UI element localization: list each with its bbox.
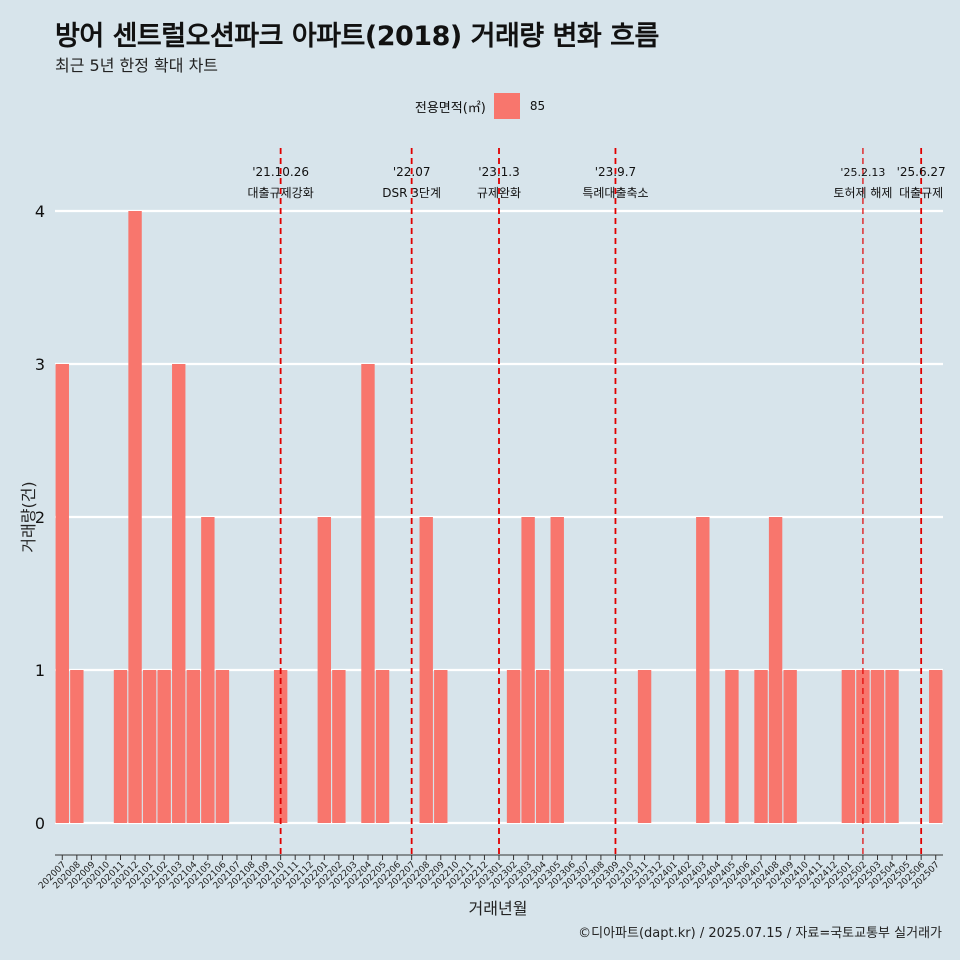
bar-202302 xyxy=(506,670,521,823)
event-label-202207: DSR 3단계 xyxy=(382,186,441,200)
y-axis-label: 거래량(건) xyxy=(19,481,38,552)
y-axis: 0 1 2 3 4 xyxy=(35,202,45,833)
event-date-202506: '25.6.27 xyxy=(897,165,946,179)
y-tick-label: 2 xyxy=(35,508,45,527)
event-date-202207: '22.07 xyxy=(393,165,431,179)
bar-202407 xyxy=(754,670,768,823)
legend-label-85: 85 xyxy=(529,99,546,113)
x-axis-label: 거래년월 xyxy=(469,899,528,918)
event-label-202502: 토허제 해제 xyxy=(833,186,892,200)
chart-title: 방어 센트럴오션파크 아파트(2018) 거래량 변화 흐름 xyxy=(55,21,659,52)
bar-202007 xyxy=(55,364,69,823)
bar-202503 xyxy=(870,670,885,823)
bar-202409 xyxy=(783,670,797,823)
bar-202208 xyxy=(419,517,433,823)
legend-title: 전용면적(㎡) xyxy=(414,100,486,116)
bar-202103 xyxy=(172,364,186,823)
bar-202311 xyxy=(637,670,652,823)
bar-202104 xyxy=(186,670,200,823)
y-tick-label: 0 xyxy=(35,814,45,833)
y-tick-label: 3 xyxy=(35,355,45,374)
bar-202202 xyxy=(332,670,346,823)
chart-subtitle: 최근 5년 한정 확대 차트 xyxy=(55,56,219,75)
bar-202501 xyxy=(841,670,856,823)
bar-202405 xyxy=(725,670,739,823)
bar-202105 xyxy=(201,517,215,823)
x-axis: 2020072020082020092020102020112020122021… xyxy=(37,854,943,891)
event-date-202301: '23.1.3 xyxy=(478,165,519,179)
bar-202304 xyxy=(535,670,550,823)
bar-202403 xyxy=(696,517,710,823)
event-label-202506: 대출규제 xyxy=(899,186,943,200)
bar-202502 xyxy=(856,670,870,823)
event-date-202309: '23.9.7 xyxy=(595,165,636,179)
y-tick-label: 1 xyxy=(35,661,45,680)
bar-202008 xyxy=(70,670,84,823)
bar-202106 xyxy=(215,670,230,823)
event-date-202110: '21.10.26 xyxy=(252,165,309,179)
bar-202507 xyxy=(929,670,943,823)
bar-202504 xyxy=(885,670,899,823)
event-label-202110: 대출규제강화 xyxy=(248,186,314,200)
legend: 전용면적(㎡) 85 xyxy=(0,93,960,119)
bar-202102 xyxy=(157,670,171,823)
credit-text: ©디아파트(dapt.kr) / 2025.07.15 / 자료=국토교통부 실… xyxy=(578,926,942,941)
bar-202408 xyxy=(768,517,783,823)
event-label-202301: 규제완화 xyxy=(477,186,521,200)
bar-202205 xyxy=(375,670,390,823)
y-tick-label: 4 xyxy=(35,202,45,221)
event-label-202309: 특례대출축소 xyxy=(582,186,648,200)
bar-202305 xyxy=(550,517,564,823)
bar-202201 xyxy=(317,517,332,823)
bar-202209 xyxy=(434,670,448,823)
bar-202011 xyxy=(113,670,128,823)
event-date-202502: '25.2.13 xyxy=(840,166,885,179)
bar-202012 xyxy=(128,211,142,823)
bar-202303 xyxy=(521,517,535,823)
legend-key-85 xyxy=(493,93,520,119)
bar-202204 xyxy=(361,364,375,823)
event-lines: '21.10.26 대출규제강화 '22.07 DSR 3단계 '23.1.3 규제완화 '… xyxy=(248,148,946,855)
bars xyxy=(55,211,943,823)
bar-202101 xyxy=(142,670,157,823)
bar-202110 xyxy=(273,670,288,823)
